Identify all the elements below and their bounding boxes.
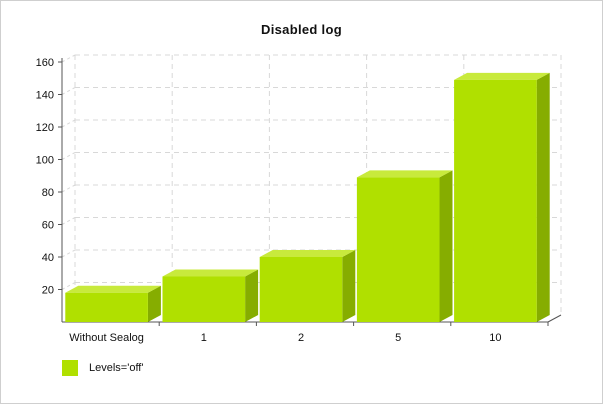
legend: Levels='off': [62, 360, 143, 376]
gridline-depth: [61, 119, 76, 128]
tick-labels: 20 40 60 80 100 120 140 160 Without Sealog 1 2 5 10: [36, 57, 502, 344]
bars: [65, 72, 550, 322]
x-tick-label: Without Sealog: [69, 332, 144, 344]
gridline-depth: [61, 282, 76, 290]
y-tick-label: 100: [36, 155, 54, 167]
y-tick-label: 20: [42, 285, 54, 297]
bar-side: [439, 170, 453, 322]
bar: [65, 285, 161, 322]
y-tick-label: 140: [36, 90, 54, 102]
bar-top: [162, 269, 259, 277]
bar-top: [356, 170, 453, 178]
bar-front: [65, 292, 148, 322]
bar-front: [454, 79, 537, 322]
chart-title: Disabled log: [261, 22, 342, 37]
bar-front: [356, 177, 440, 322]
bar-side: [245, 269, 259, 322]
bar: [454, 72, 550, 322]
y-tick-label: 80: [42, 187, 54, 199]
bar-front: [259, 257, 343, 322]
bar: [259, 250, 356, 322]
gridline-depth: [61, 217, 76, 225]
gridline-depth: [61, 54, 76, 63]
legend-swatch: [62, 360, 78, 376]
x-tick-label: 10: [489, 332, 501, 344]
bar: [356, 170, 453, 322]
bar-side: [147, 285, 161, 322]
gridline-depth: [61, 152, 76, 160]
x-tick-label: 5: [395, 332, 401, 344]
gridline-depth: [61, 249, 76, 258]
y-tick-label: 160: [36, 57, 54, 69]
legend-label: Levels='off': [89, 362, 144, 374]
gridline-depth: [61, 184, 76, 193]
bar-side: [342, 250, 356, 322]
x-tick-label: 2: [298, 332, 304, 344]
bar-top: [454, 72, 550, 80]
bar-side: [536, 72, 550, 322]
bar-front: [162, 276, 246, 322]
y-tick-label: 40: [42, 252, 54, 264]
y-tick-label: 120: [36, 122, 54, 134]
bar-top: [65, 285, 161, 293]
y-tick-label: 60: [42, 220, 54, 232]
x-axis-depth: [547, 314, 562, 323]
x-tick-label: 1: [201, 332, 207, 344]
gridline-depth: [61, 87, 76, 95]
bar: [162, 269, 259, 322]
bar-top: [259, 250, 356, 257]
